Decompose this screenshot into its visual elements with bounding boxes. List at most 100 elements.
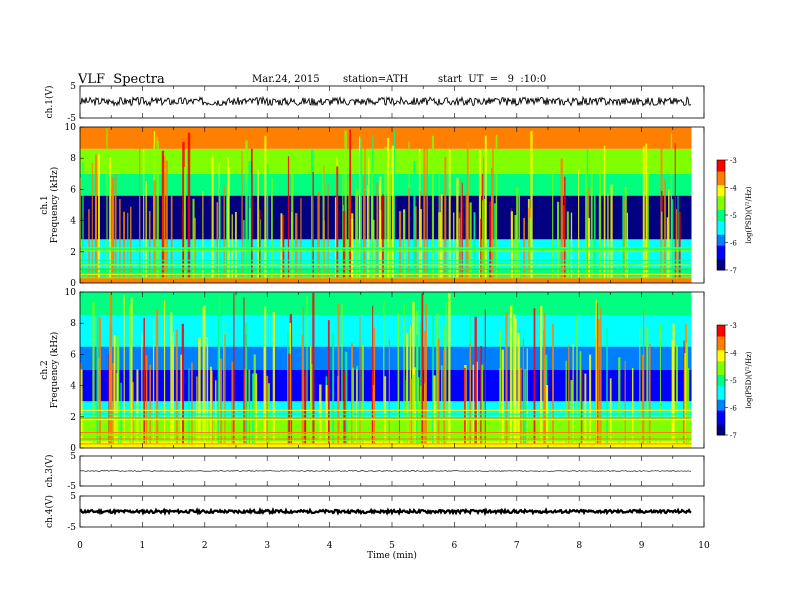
spectrogram-burst bbox=[356, 188, 359, 279]
spectrogram-burst bbox=[474, 316, 477, 444]
spectrogram-burst bbox=[501, 349, 504, 444]
spectrogram-burst bbox=[598, 167, 602, 279]
colorbar-segment bbox=[717, 358, 725, 362]
colorbar-segment bbox=[717, 330, 725, 334]
spectrogram-burst bbox=[317, 191, 320, 279]
spectrogram-burst bbox=[526, 348, 528, 444]
spectrogram-burst bbox=[266, 375, 269, 444]
spectrogram-band bbox=[80, 292, 692, 316]
spectrogram-burst bbox=[423, 144, 426, 279]
y-tick-label: 10 bbox=[65, 288, 77, 298]
colorbar-segment bbox=[717, 193, 725, 197]
spectrogram-burst bbox=[356, 368, 358, 444]
spectrogram-burst bbox=[437, 338, 440, 444]
colorbar-segment bbox=[717, 374, 725, 378]
spectrogram-burst bbox=[157, 140, 159, 279]
colorbar-segment bbox=[717, 190, 725, 194]
x-tick-label: 6 bbox=[452, 541, 458, 551]
spectrogram-burst bbox=[464, 367, 466, 444]
spectrogram-burst bbox=[566, 211, 569, 279]
spectrogram-line bbox=[80, 418, 692, 420]
spectrogram-burst bbox=[266, 164, 269, 279]
y-tick-label: -5 bbox=[67, 114, 76, 124]
spectrogram-burst bbox=[253, 354, 256, 444]
spectrogram-burst bbox=[92, 302, 95, 444]
spectrogram-burst bbox=[557, 201, 560, 279]
spectrogram-burst bbox=[484, 135, 487, 279]
colorbar-segment bbox=[717, 377, 725, 381]
spectrogram-burst bbox=[95, 166, 97, 279]
spectrogram-burst bbox=[469, 202, 472, 279]
colorbar-tick-label: -3 bbox=[730, 157, 737, 165]
spectrogram-burst bbox=[248, 381, 251, 444]
spectrogram-burst bbox=[388, 166, 392, 279]
y-tick-label: 2 bbox=[70, 413, 76, 423]
spectrogram-burst bbox=[300, 197, 302, 279]
spectrogram-burst bbox=[397, 313, 400, 444]
colorbar-tick-label: -3 bbox=[730, 322, 737, 330]
spectrogram-burst bbox=[202, 191, 204, 279]
spectrogram-burst bbox=[343, 370, 346, 444]
spectrogram-burst bbox=[552, 155, 554, 279]
spectrogram-line bbox=[80, 250, 692, 252]
spectrogram-burst bbox=[416, 334, 418, 444]
spectrogram-line bbox=[80, 263, 692, 265]
spectrogram-line bbox=[80, 259, 692, 261]
spectrogram-burst bbox=[198, 337, 201, 444]
colorbar-segment bbox=[717, 327, 725, 331]
spectrogram-burst bbox=[639, 325, 641, 444]
spectrogram-burst bbox=[141, 333, 143, 444]
spectrogram-burst bbox=[402, 212, 405, 279]
colorbar-segment bbox=[717, 369, 725, 373]
spectrogram-burst bbox=[358, 136, 361, 279]
spectrogram-burst bbox=[349, 129, 352, 279]
spectrogram-burst bbox=[585, 171, 587, 279]
spectrogram-burst bbox=[143, 149, 145, 279]
colorbar-segment bbox=[717, 168, 725, 172]
spectrogram-burst bbox=[271, 177, 273, 279]
spectrogram-burst bbox=[448, 149, 451, 279]
colorbar-segment bbox=[717, 341, 725, 345]
spectrogram-burst bbox=[259, 209, 261, 279]
y-tick-label: 5 bbox=[70, 492, 76, 502]
spectrogram-burst bbox=[216, 202, 218, 279]
spectrogram-burst bbox=[421, 293, 424, 444]
spectrogram-burst bbox=[80, 369, 83, 444]
spectrogram-burst bbox=[332, 333, 335, 444]
spectrogram-burst bbox=[187, 132, 191, 279]
spectrogram-burst bbox=[170, 312, 173, 444]
spectrogram-burst bbox=[440, 193, 443, 279]
figure-title: VLF Spectra bbox=[78, 72, 165, 87]
spectrogram-burst bbox=[191, 362, 193, 444]
spectrogram-burst bbox=[514, 368, 516, 444]
spectrogram-burst bbox=[492, 145, 494, 279]
spectrogram-burst bbox=[287, 156, 290, 279]
y-tick-label: 6 bbox=[70, 350, 76, 360]
spectrogram-burst bbox=[359, 316, 361, 444]
spectrogram-burst bbox=[661, 211, 663, 279]
spectrogram-burst bbox=[109, 156, 112, 279]
colorbar-segment bbox=[717, 182, 725, 186]
spectrogram-burst bbox=[659, 322, 661, 444]
colorbar-segment bbox=[717, 336, 725, 340]
spectrogram-burst bbox=[252, 373, 255, 444]
spectrogram-burst bbox=[593, 182, 596, 279]
spectrogram-burst bbox=[98, 317, 102, 444]
spectrogram-burst bbox=[123, 295, 125, 444]
spectrogram-burst bbox=[590, 156, 593, 279]
spectrogram-burst bbox=[403, 304, 405, 444]
spectrogram-line bbox=[80, 264, 692, 266]
colorbar-segment bbox=[717, 256, 725, 260]
spectrogram-burst bbox=[342, 211, 346, 279]
colorbar-label: log(PSD)(V²/Hz) bbox=[745, 186, 753, 243]
spectrogram-burst bbox=[145, 181, 147, 279]
spectrogram-burst bbox=[165, 160, 168, 279]
spectrogram-burst bbox=[113, 335, 116, 444]
spectrogram-burst bbox=[344, 130, 347, 279]
colorbar-segment bbox=[717, 426, 725, 430]
y-tick-label: 4 bbox=[70, 217, 76, 227]
ch1-waveform-line bbox=[79, 95, 692, 107]
spectrogram-burst bbox=[192, 198, 195, 279]
spectrogram-burst bbox=[264, 135, 267, 279]
spectrogram-burst bbox=[112, 363, 115, 444]
